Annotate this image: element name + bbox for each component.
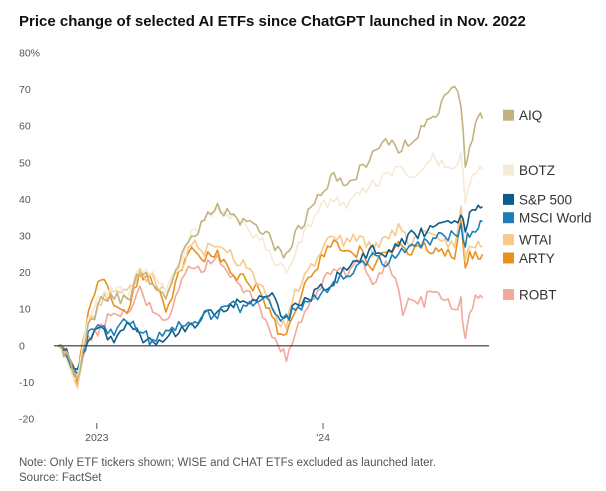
series-line-robt: [57, 254, 484, 388]
y-tick-label: -10: [19, 377, 34, 389]
y-tick-label: 70: [19, 84, 31, 96]
x-axis-ticks: 2023 '24: [85, 423, 330, 444]
series-line-aiq: [57, 85, 484, 380]
y-tick-label: -20: [19, 414, 34, 426]
legend-swatch: [503, 234, 514, 246]
chart-note: Note: Only ETF tickers shown; WISE and C…: [19, 457, 436, 469]
y-tick-label: 50: [19, 157, 31, 169]
x-tick-label: 2023: [85, 432, 109, 444]
series-line-arty: [57, 218, 484, 385]
legend-label: S&P 500: [519, 192, 572, 207]
y-tick-label: 60: [19, 121, 31, 133]
y-tick-label: 40: [19, 194, 31, 206]
legend: AIQ BOTZ S&P 500 MSCI World WTAI ARTY ROBT: [503, 108, 592, 303]
legend-label: ARTY: [519, 251, 555, 266]
y-tick-label: 20: [19, 267, 31, 279]
chart-source: Source: FactSet: [19, 472, 102, 484]
y-tick-label: 10: [19, 304, 31, 316]
x-tick-label: '24: [316, 432, 330, 444]
legend-label: WTAI: [519, 233, 552, 248]
series-line-s-p-500: [57, 204, 483, 371]
series-line-msci-world: [57, 220, 483, 375]
legend-swatch: [503, 109, 514, 121]
chart-title: Price change of selected AI ETFs since C…: [19, 13, 526, 30]
legend-label: ROBT: [519, 288, 557, 303]
legend-swatch: [503, 164, 514, 176]
y-tick-label: 0: [19, 340, 25, 352]
series-line-botz: [57, 152, 484, 380]
legend-swatch: [503, 252, 514, 264]
legend-label: MSCI World: [519, 211, 592, 226]
legend-label: BOTZ: [519, 163, 555, 178]
y-tick-label: 80%: [19, 48, 40, 60]
y-tick-label: 30: [19, 231, 31, 243]
y-axis-ticks: 80% 70 60 50 40 30 20 10 0 -10 -20: [19, 48, 40, 426]
legend-swatch: [503, 212, 514, 224]
legend-swatch: [503, 193, 514, 205]
legend-swatch: [503, 289, 514, 301]
legend-label: AIQ: [519, 108, 542, 123]
series-lines: [57, 85, 484, 389]
